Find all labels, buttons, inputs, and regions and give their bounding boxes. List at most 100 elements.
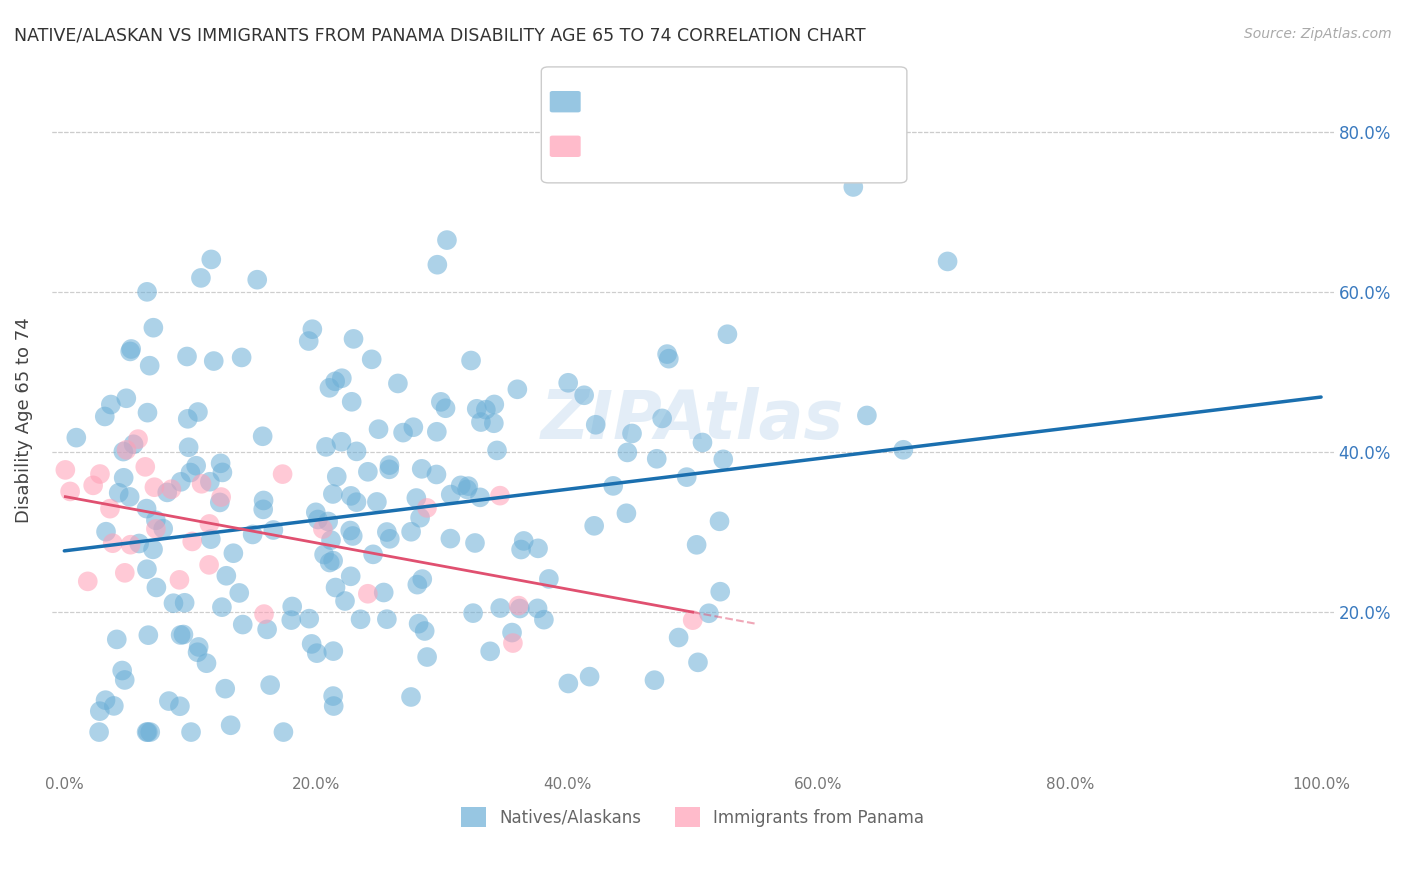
Natives/Alaskans xyxy=(366,495,388,509)
Natives/Alaskans xyxy=(375,612,398,626)
Natives/Alaskans xyxy=(557,376,579,390)
Natives/Alaskans xyxy=(330,434,353,449)
Natives/Alaskans xyxy=(482,416,505,430)
Natives/Alaskans xyxy=(139,725,162,739)
Natives/Alaskans xyxy=(411,462,433,476)
Natives/Alaskans xyxy=(318,556,340,570)
Natives/Alaskans xyxy=(242,527,264,541)
Natives/Alaskans xyxy=(484,397,506,411)
Natives/Alaskans xyxy=(135,501,157,516)
Natives/Alaskans xyxy=(411,572,433,586)
Text: R =  0.406   N = 197: R = 0.406 N = 197 xyxy=(555,94,755,112)
Immigrants from Panama xyxy=(127,432,149,446)
Natives/Alaskans xyxy=(198,475,221,489)
Natives/Alaskans xyxy=(686,656,709,670)
Immigrants from Panama xyxy=(253,607,276,621)
Natives/Alaskans xyxy=(87,725,110,739)
Natives/Alaskans xyxy=(215,568,238,582)
Natives/Alaskans xyxy=(115,391,138,405)
Natives/Alaskans xyxy=(305,646,328,660)
Natives/Alaskans xyxy=(346,444,368,458)
Natives/Alaskans xyxy=(262,523,284,537)
Text: ZIPAtlas: ZIPAtlas xyxy=(541,387,844,453)
Natives/Alaskans xyxy=(399,524,422,539)
Natives/Alaskans xyxy=(509,601,531,615)
Natives/Alaskans xyxy=(425,467,447,482)
Natives/Alaskans xyxy=(621,426,644,441)
Natives/Alaskans xyxy=(893,442,915,457)
Natives/Alaskans xyxy=(409,510,432,524)
Natives/Alaskans xyxy=(460,353,482,368)
Natives/Alaskans xyxy=(501,625,523,640)
Natives/Alaskans xyxy=(392,425,415,440)
Natives/Alaskans xyxy=(94,524,117,539)
Natives/Alaskans xyxy=(170,475,193,489)
Natives/Alaskans xyxy=(406,577,429,591)
Natives/Alaskans xyxy=(333,594,356,608)
Natives/Alaskans xyxy=(572,388,595,402)
Natives/Alaskans xyxy=(100,398,122,412)
Natives/Alaskans xyxy=(316,515,339,529)
Natives/Alaskans xyxy=(298,612,321,626)
Natives/Alaskans xyxy=(357,465,380,479)
Natives/Alaskans xyxy=(112,444,135,458)
Natives/Alaskans xyxy=(510,542,533,557)
Natives/Alaskans xyxy=(211,600,233,615)
Natives/Alaskans xyxy=(375,524,398,539)
Natives/Alaskans xyxy=(187,645,209,659)
Natives/Alaskans xyxy=(105,632,128,647)
Natives/Alaskans xyxy=(434,401,457,416)
Natives/Alaskans xyxy=(616,506,638,520)
Natives/Alaskans xyxy=(465,401,488,416)
Natives/Alaskans xyxy=(378,462,401,476)
Natives/Alaskans xyxy=(280,613,302,627)
Natives/Alaskans xyxy=(301,637,323,651)
Natives/Alaskans xyxy=(315,440,337,454)
Natives/Alaskans xyxy=(186,458,208,473)
Natives/Alaskans xyxy=(489,601,512,615)
Natives/Alaskans xyxy=(177,412,200,426)
Natives/Alaskans xyxy=(479,644,502,658)
Natives/Alaskans xyxy=(426,425,449,439)
Text: -0.237: -0.237 xyxy=(630,138,690,156)
Natives/Alaskans xyxy=(142,542,165,557)
Natives/Alaskans xyxy=(450,478,472,492)
Natives/Alaskans xyxy=(439,532,461,546)
Natives/Alaskans xyxy=(314,548,336,562)
Natives/Alaskans xyxy=(305,505,328,519)
Natives/Alaskans xyxy=(360,352,382,367)
Natives/Alaskans xyxy=(668,631,690,645)
Natives/Alaskans xyxy=(298,334,321,348)
Natives/Alaskans xyxy=(416,650,439,665)
Natives/Alaskans xyxy=(373,585,395,599)
Text: 197: 197 xyxy=(734,94,763,112)
Natives/Alaskans xyxy=(65,431,87,445)
Natives/Alaskans xyxy=(187,405,209,419)
Natives/Alaskans xyxy=(697,607,720,621)
Natives/Alaskans xyxy=(214,681,236,696)
Natives/Alaskans xyxy=(128,536,150,550)
Natives/Alaskans xyxy=(457,479,479,493)
Natives/Alaskans xyxy=(387,376,409,391)
Natives/Alaskans xyxy=(318,381,340,395)
Natives/Alaskans xyxy=(475,402,498,417)
Natives/Alaskans xyxy=(157,694,180,708)
Immigrants from Panama xyxy=(59,484,82,499)
Natives/Alaskans xyxy=(176,350,198,364)
Natives/Alaskans xyxy=(118,490,141,504)
Natives/Alaskans xyxy=(330,371,353,385)
Natives/Alaskans xyxy=(339,569,361,583)
Natives/Alaskans xyxy=(468,491,491,505)
Natives/Alaskans xyxy=(537,572,560,586)
Immigrants from Panama xyxy=(209,490,232,504)
Text: NATIVE/ALASKAN VS IMMIGRANTS FROM PANAMA DISABILITY AGE 65 TO 74 CORRELATION CHA: NATIVE/ALASKAN VS IMMIGRANTS FROM PANAMA… xyxy=(14,27,866,45)
Natives/Alaskans xyxy=(711,452,734,467)
Natives/Alaskans xyxy=(145,513,167,527)
Natives/Alaskans xyxy=(456,483,478,497)
Immigrants from Panama xyxy=(489,489,512,503)
Natives/Alaskans xyxy=(616,445,638,459)
Natives/Alaskans xyxy=(322,644,344,658)
Natives/Alaskans xyxy=(367,422,389,436)
Natives/Alaskans xyxy=(526,601,548,615)
Natives/Alaskans xyxy=(187,640,209,654)
